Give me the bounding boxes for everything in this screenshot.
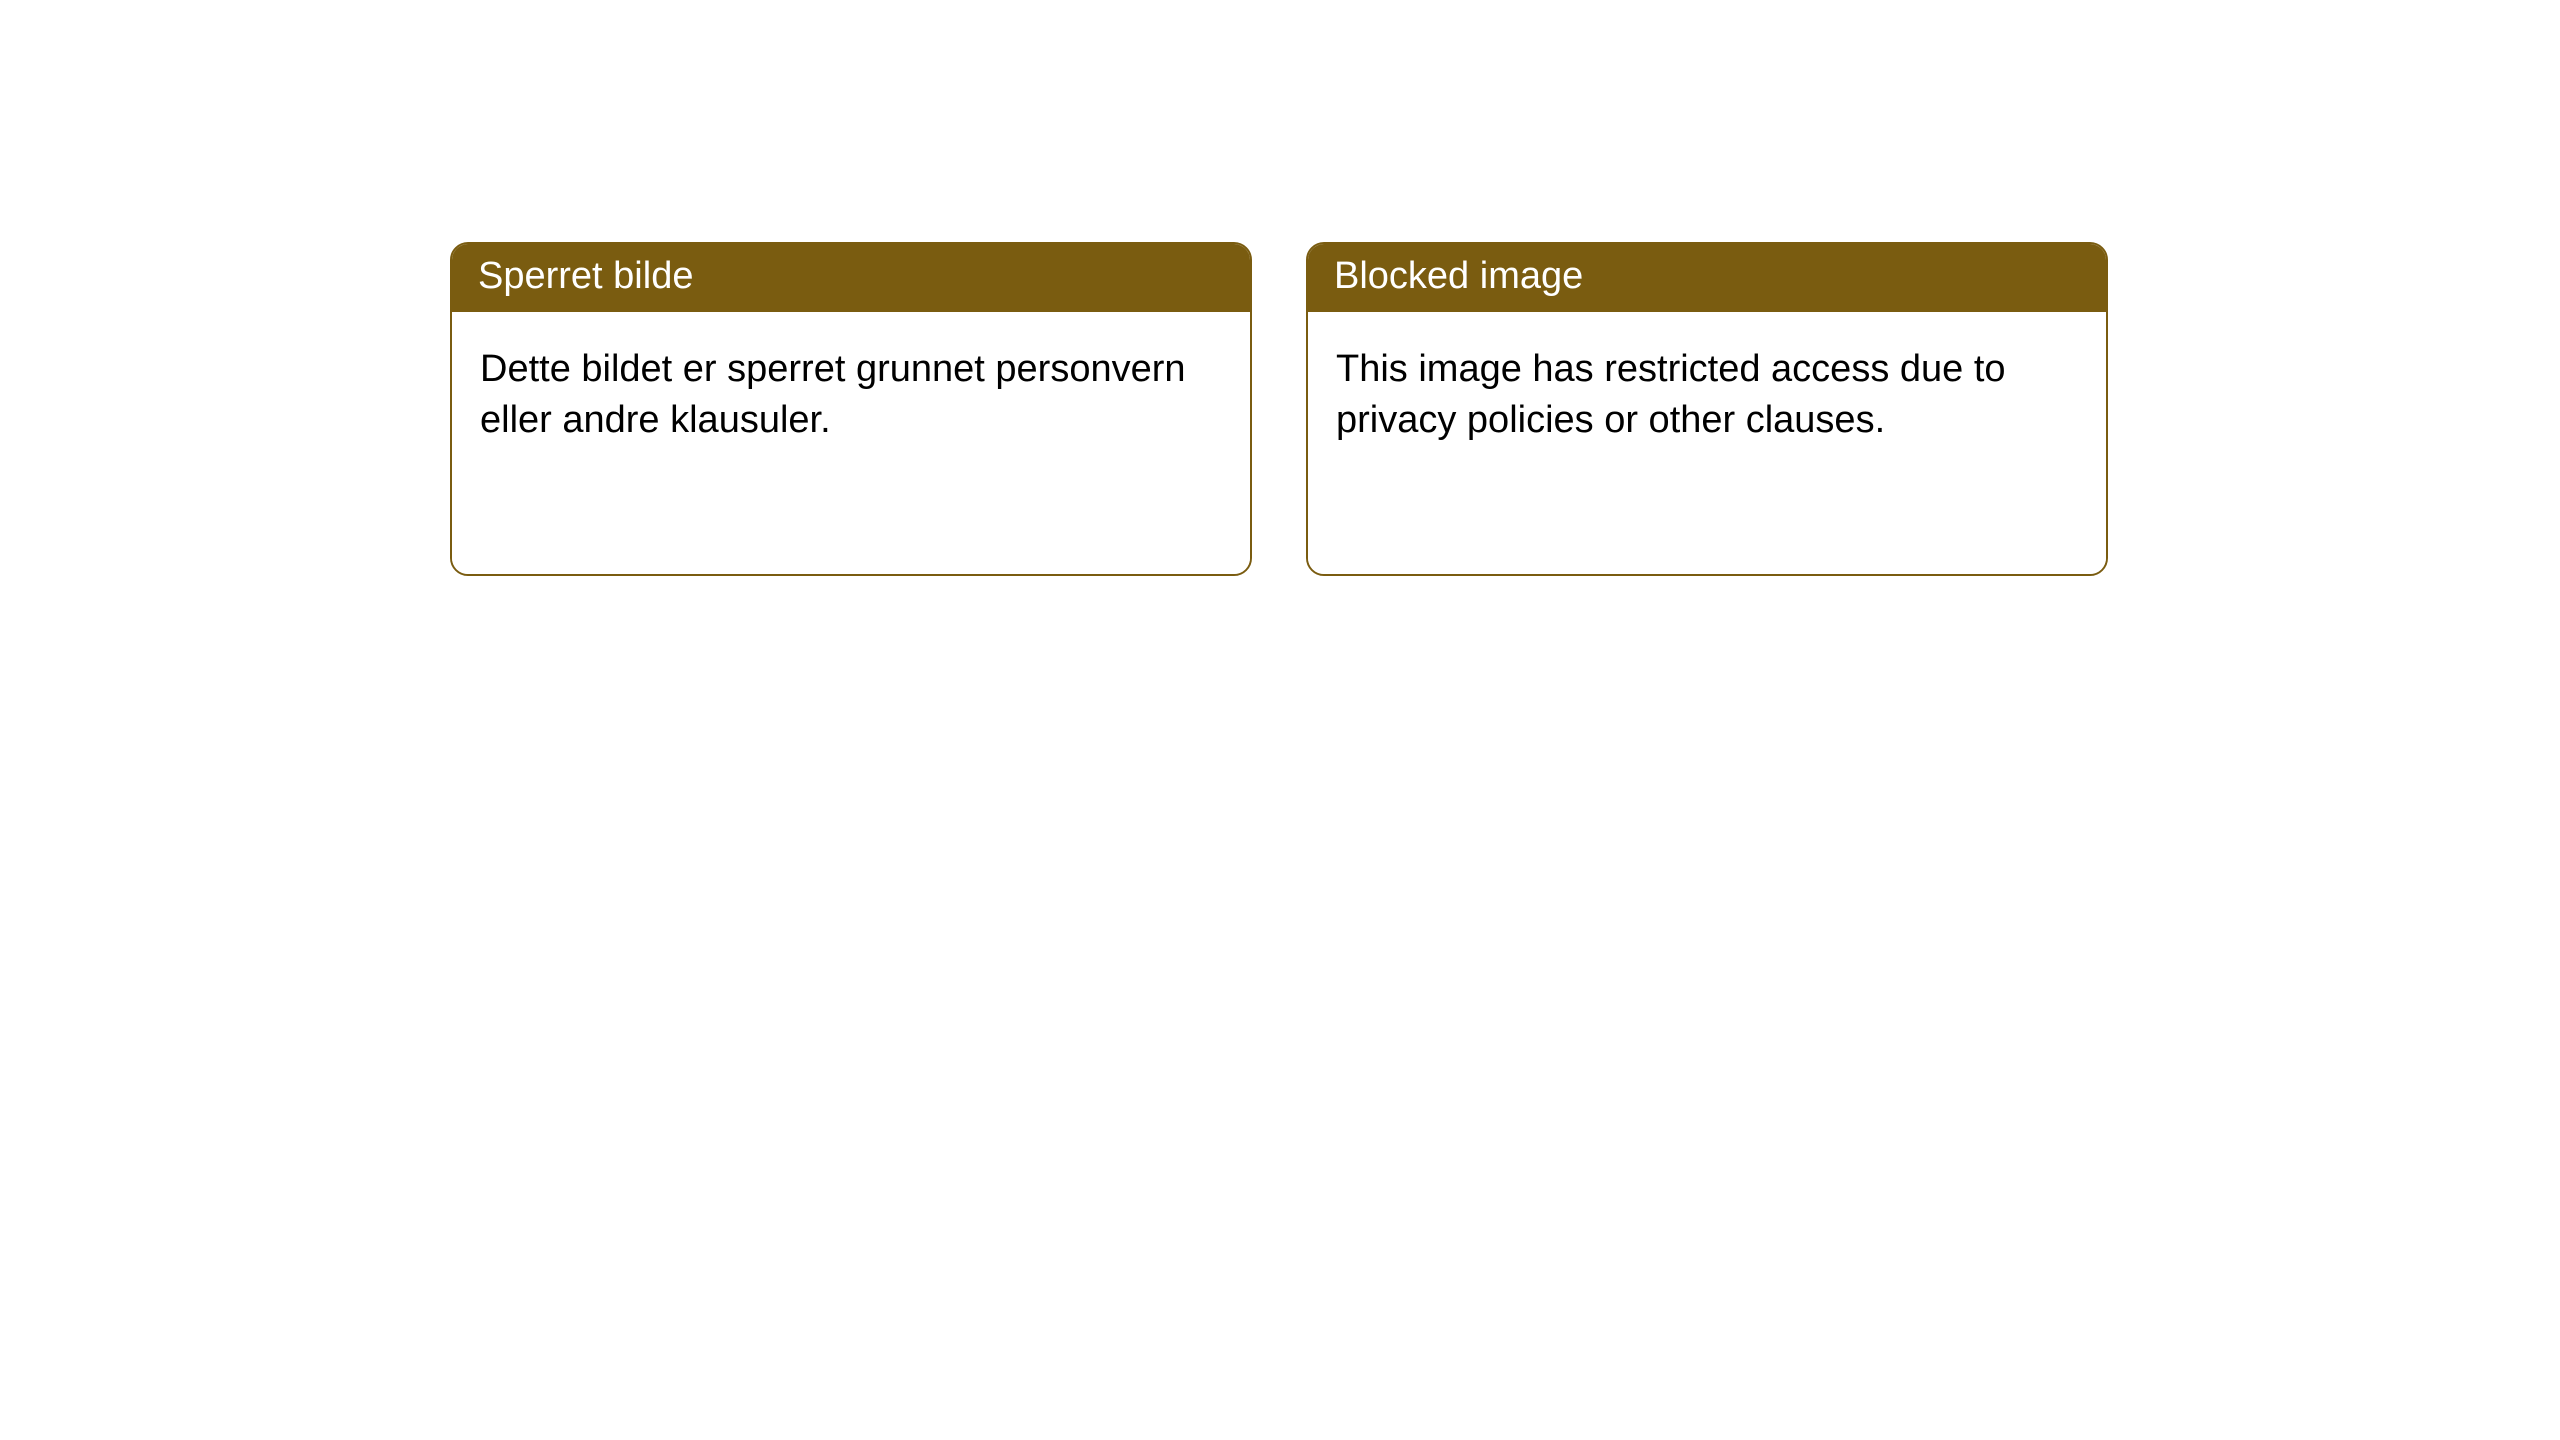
notice-title: Blocked image xyxy=(1308,244,2106,312)
notices-container: Sperret bilde Dette bildet er sperret gr… xyxy=(0,0,2560,576)
notice-card-norwegian: Sperret bilde Dette bildet er sperret gr… xyxy=(450,242,1252,576)
notice-body: Dette bildet er sperret grunnet personve… xyxy=(452,312,1250,574)
notice-body: This image has restricted access due to … xyxy=(1308,312,2106,574)
notice-card-english: Blocked image This image has restricted … xyxy=(1306,242,2108,576)
notice-title: Sperret bilde xyxy=(452,244,1250,312)
